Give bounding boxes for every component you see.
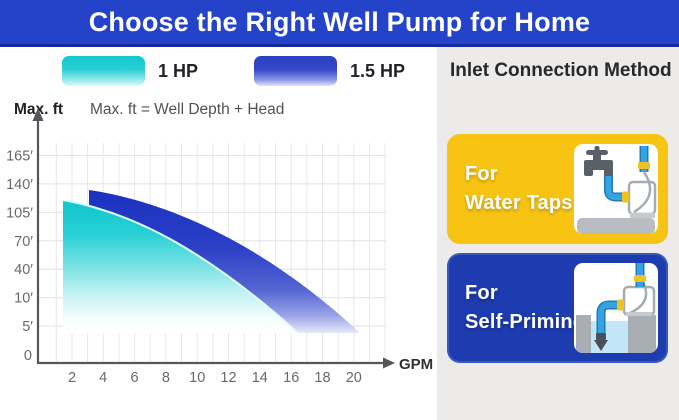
discharge-pipe-icon [638, 146, 650, 172]
y-tick-40: 40′ [14, 262, 33, 278]
legend-swatch-1-5hp [254, 56, 337, 86]
pump-suction-well-icon [576, 263, 656, 353]
chart-note: Max. ft = Well Depth + Head [90, 101, 285, 118]
legend-label-1-5hp: 1.5 HP [350, 60, 406, 81]
faucet-icon [584, 146, 613, 178]
inlet-method-panel: Inlet Connection Method For Water Taps [437, 47, 679, 420]
y-tick-5: 5′ [22, 319, 33, 335]
card-self-priming: For Self-Priming [447, 253, 668, 363]
origin-label: 0 [24, 348, 32, 364]
page-title: Choose the Right Well Pump for Home [88, 7, 591, 37]
x-tick-16: 16 [283, 370, 299, 386]
x-tick-14: 14 [252, 370, 268, 386]
card-water-taps-label: For Water Taps [465, 163, 573, 214]
legend-swatch-1hp [62, 56, 145, 86]
header-banner: Choose the Right Well Pump for Home [0, 0, 679, 47]
x-tick-10: 10 [189, 370, 205, 386]
side-panel-title: Inlet Connection Method [450, 60, 672, 81]
foot-valve-icon [594, 333, 608, 351]
x-axis-arrow-icon [383, 357, 395, 369]
pump-icon [627, 171, 657, 218]
well-wall-right [628, 315, 656, 353]
y-tick-140: 140′ [6, 177, 33, 193]
x-axis-title: GPM [399, 356, 433, 373]
area-1hp-edge [62, 199, 299, 334]
y-tick-10: 10′ [14, 291, 33, 307]
suction-pipe-icon [604, 176, 629, 203]
x-tick-6: 6 [131, 370, 139, 386]
x-tick-8: 8 [162, 370, 170, 386]
discharge-pipe-icon [634, 263, 646, 287]
x-tick-20: 20 [346, 370, 362, 386]
legend-label-1hp: 1 HP [158, 60, 199, 81]
well-wall-left [576, 315, 591, 353]
x-tick-12: 12 [220, 370, 236, 386]
x-tick-18: 18 [314, 370, 330, 386]
legend-item-1hp: 1 HP [62, 56, 198, 86]
pump-performance-chart: 165′ 140′ 105′ 70′ 40′ 10′ 5′ 0 2 4 6 8 … [6, 108, 433, 386]
floor-shape [577, 218, 655, 234]
water-taps-illustration [574, 144, 658, 234]
card-self-priming-label: For Self-Priming [465, 282, 586, 333]
card-water-taps: For Water Taps [447, 134, 668, 244]
legend-item-1-5hp: 1.5 HP [254, 56, 405, 86]
faucet-to-pump-icon [577, 146, 657, 234]
y-tick-105: 105′ [6, 205, 33, 221]
y-tick-165: 165′ [6, 149, 33, 165]
pump-chart-panel: 1 HP 1.5 HP Max. ft Max. ft = Well Depth… [0, 47, 437, 420]
x-tick-2: 2 [68, 370, 76, 386]
self-priming-illustration [574, 263, 658, 353]
x-tick-4: 4 [99, 370, 107, 386]
area-1hp [63, 200, 298, 333]
suction-pipe-icon [596, 299, 624, 337]
y-axis-arrow-icon [32, 108, 44, 121]
y-tick-70: 70′ [14, 234, 33, 250]
